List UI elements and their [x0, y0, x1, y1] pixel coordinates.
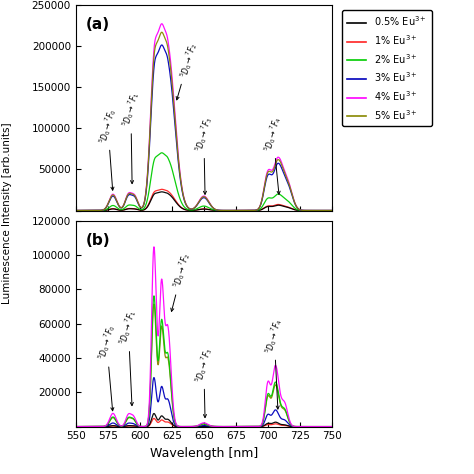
Text: $^5D_0{\rightarrow}^7F_1$: $^5D_0{\rightarrow}^7F_1$ [119, 90, 142, 183]
Text: $^5D_0{\rightarrow}^7F_0$: $^5D_0{\rightarrow}^7F_0$ [97, 107, 119, 190]
Text: $^5D_0{\rightarrow}^7F_2$: $^5D_0{\rightarrow}^7F_2$ [176, 41, 200, 100]
Text: $^5D_0{\rightarrow}^7F_4$: $^5D_0{\rightarrow}^7F_4$ [263, 317, 285, 409]
Text: $^5D_0{\rightarrow}^7F_2$: $^5D_0{\rightarrow}^7F_2$ [171, 251, 193, 311]
Text: $^5D_0{\rightarrow}^7F_4$: $^5D_0{\rightarrow}^7F_4$ [262, 115, 284, 194]
Legend: 0.5% Eu$^{3+}$, 1% Eu$^{3+}$, 2% Eu$^{3+}$, 3% Eu$^{3+}$, 4% Eu$^{3+}$, 5% Eu$^{: 0.5% Eu$^{3+}$, 1% Eu$^{3+}$, 2% Eu$^{3+… [342, 9, 431, 127]
Text: (b): (b) [86, 233, 111, 248]
Text: $^5D_0{\rightarrow}^7F_3$: $^5D_0{\rightarrow}^7F_3$ [192, 346, 215, 418]
Text: (a): (a) [86, 17, 110, 32]
Text: $^5D_0{\rightarrow}^7F_1$: $^5D_0{\rightarrow}^7F_1$ [117, 308, 140, 406]
Text: Luminescence Intensity [arb.units]: Luminescence Intensity [arb.units] [2, 122, 12, 304]
Text: $^5D_0{\rightarrow}^7F_3$: $^5D_0{\rightarrow}^7F_3$ [192, 115, 215, 194]
Text: $^5D_0{\rightarrow}^7F_0$: $^5D_0{\rightarrow}^7F_0$ [95, 323, 118, 411]
X-axis label: Wavelength [nm]: Wavelength [nm] [150, 447, 258, 460]
